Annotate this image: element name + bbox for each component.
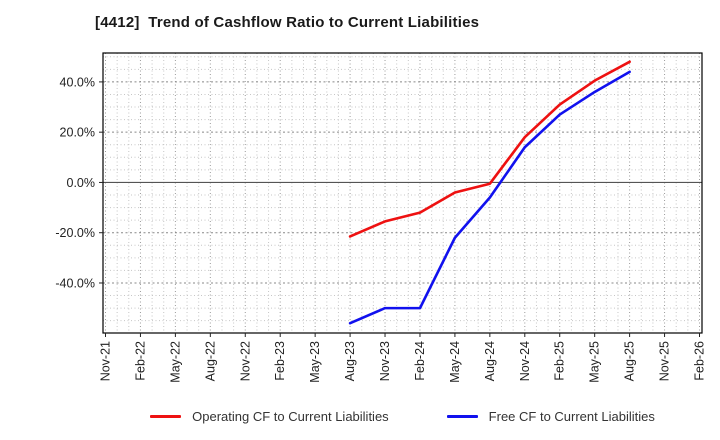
x-tick-label: Nov-22 xyxy=(238,341,252,381)
y-tick-label: 20.0% xyxy=(60,126,95,140)
x-tick-label: May-22 xyxy=(168,341,182,383)
x-tick-label: May-24 xyxy=(448,341,462,383)
x-tick-label: Nov-25 xyxy=(658,341,672,381)
free-cf-line xyxy=(348,70,631,325)
legend-item-free-cf: Free CF to Current Liabilities xyxy=(446,408,655,424)
y-tick-label: 0.0% xyxy=(67,176,96,190)
plot-border xyxy=(102,52,703,334)
y-tick-label: -20.0% xyxy=(55,226,95,240)
operating-cf-line xyxy=(348,60,631,238)
x-tick-label: Aug-22 xyxy=(203,341,217,381)
x-tick-label: May-23 xyxy=(308,341,322,383)
x-tick-label: Aug-25 xyxy=(623,341,637,381)
legend: Operating CF to Current Liabilities Free… xyxy=(103,402,702,430)
x-tick-label: Aug-24 xyxy=(483,341,497,381)
y-tick-label: -40.0% xyxy=(55,276,95,290)
free-cf-line-icon xyxy=(446,414,478,418)
operating-cf-line-icon xyxy=(150,414,182,418)
legend-label-operating-cf: Operating CF to Current Liabilities xyxy=(192,408,389,424)
legend-label-free-cf: Free CF to Current Liabilities xyxy=(488,408,655,424)
x-tick-label: Feb-26 xyxy=(693,341,707,381)
y-tick-label: 40.0% xyxy=(60,75,95,89)
x-tick-label: Aug-23 xyxy=(343,341,357,381)
x-tick-label: May-25 xyxy=(588,341,602,383)
x-tick-label: Feb-25 xyxy=(553,341,567,381)
x-tick-label: Feb-24 xyxy=(413,341,427,381)
x-tick-label: Nov-21 xyxy=(99,341,113,381)
x-tick-label: Nov-23 xyxy=(378,341,392,381)
x-tick-label: Feb-23 xyxy=(273,341,287,381)
legend-item-operating-cf: Operating CF to Current Liabilities xyxy=(150,409,389,424)
x-tick-label: Feb-22 xyxy=(133,341,147,381)
chart-title: [4412] Trend of Cashflow Ratio to Curren… xyxy=(95,14,480,31)
x-tick-label: Nov-24 xyxy=(518,341,532,381)
